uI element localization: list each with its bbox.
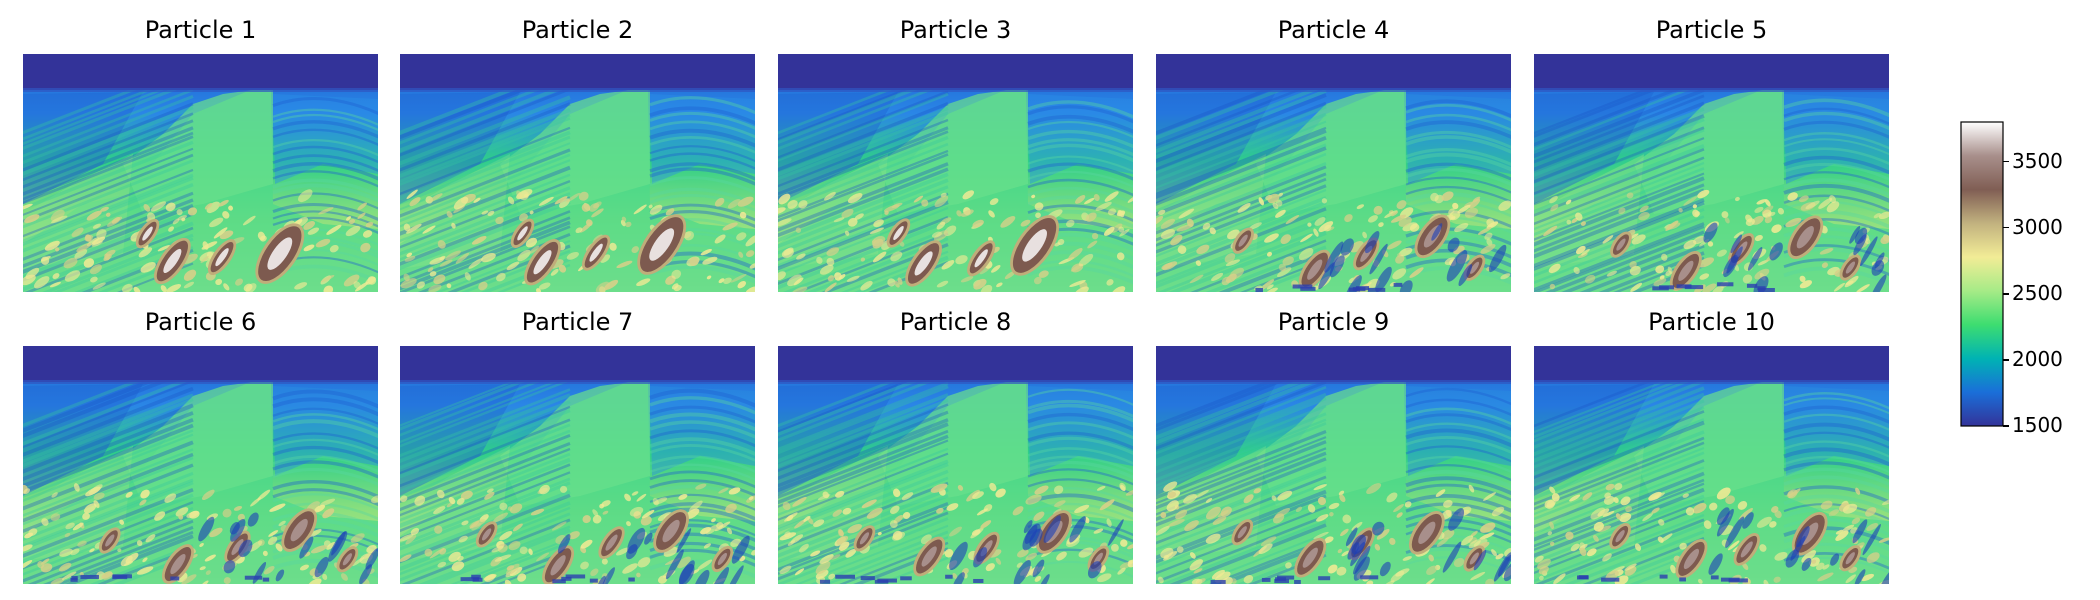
- panel-title: Particle 2: [521, 16, 634, 44]
- velocity-model-image: [23, 54, 378, 292]
- panel-particle-9: Particle 9: [1156, 304, 1511, 584]
- panel-title: Particle 4: [1277, 16, 1390, 44]
- colorbar-tick-mark: [2003, 160, 2009, 163]
- colorbar-tick-mark: [2003, 425, 2009, 427]
- panel-particle-3: Particle 3: [778, 12, 1133, 292]
- velocity-model-image: [778, 54, 1133, 292]
- velocity-model-image: [1156, 54, 1511, 292]
- velocity-model-image: [23, 346, 378, 584]
- panel-title: Particle 7: [521, 308, 634, 336]
- panel-title: Particle 1: [144, 16, 257, 44]
- colorbar-tick-mark: [2003, 293, 2009, 295]
- panel-particle-7: Particle 7: [400, 304, 755, 584]
- panel-particle-5: Particle 5: [1534, 12, 1889, 292]
- panel-particle-4: Particle 4: [1156, 12, 1511, 292]
- colorbar-tick-label: 2000: [2012, 346, 2063, 371]
- panel-title: Particle 9: [1277, 308, 1390, 336]
- colorbar: 1500 2000 2500 3000 3500: [1960, 121, 2100, 445]
- panel-particle-2: Particle 2: [400, 12, 755, 292]
- panel-particle-6: Particle 6: [23, 304, 378, 584]
- velocity-model-image: [400, 54, 755, 292]
- panel-particle-10: Particle 10: [1534, 304, 1889, 584]
- colorbar-tick-label: 1500: [2012, 413, 2063, 437]
- velocity-model-image: [1534, 54, 1889, 292]
- velocity-model-image: [778, 346, 1133, 584]
- velocity-model-image: [1534, 346, 1889, 584]
- panel-title: Particle 8: [899, 308, 1012, 336]
- colorbar-tick-mark: [2003, 359, 2009, 361]
- colorbar-tick-label: 3500: [2012, 148, 2063, 173]
- panel-title: Particle 6: [144, 308, 257, 336]
- colorbar-gradient: [1960, 121, 2004, 427]
- panel-title: Particle 5: [1655, 16, 1768, 44]
- colorbar-tick-label: 3000: [2012, 214, 2063, 239]
- panel-particle-1: Particle 1: [23, 12, 378, 292]
- colorbar-tick-mark: [2003, 226, 2009, 229]
- velocity-model-image: [400, 346, 755, 584]
- colorbar-tick-label: 2500: [2012, 280, 2063, 305]
- panel-particle-8: Particle 8: [778, 304, 1133, 584]
- panel-title: Particle 3: [899, 16, 1012, 44]
- panel-title: Particle 10: [1648, 308, 1775, 336]
- velocity-model-image: [1156, 346, 1511, 584]
